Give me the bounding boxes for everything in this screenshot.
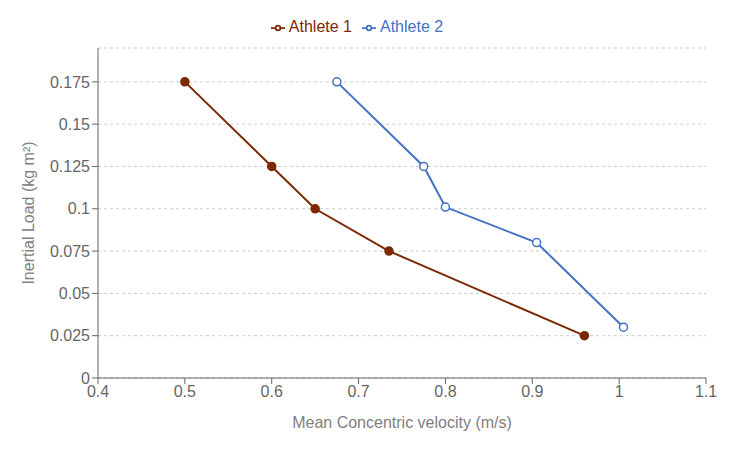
svg-text:0.5: 0.5 [174, 383, 196, 400]
html-text:Athlete 1: Athlete 1 [288, 18, 352, 35]
svg-text:0.8: 0.8 [434, 383, 456, 400]
svg-text:0.9: 0.9 [521, 383, 543, 400]
svg-text:Mean Concentric velocity (m/s): Mean Concentric velocity (m/s) [292, 414, 512, 431]
svg-text:0.025: 0.025 [50, 327, 90, 344]
svg-text:0.6: 0.6 [261, 383, 283, 400]
svg-text:Inertial Load (kg m²): Inertial Load (kg m²) [20, 141, 37, 284]
svg-text:0.075: 0.075 [50, 243, 90, 260]
svg-text:0.1: 0.1 [68, 200, 90, 217]
svg-text:0.15: 0.15 [59, 116, 90, 133]
svg-text:0.175: 0.175 [50, 74, 90, 91]
svg-text:0.125: 0.125 [50, 158, 90, 175]
svg-text:0.05: 0.05 [59, 285, 90, 302]
svg-text:0.4: 0.4 [87, 383, 109, 400]
svg-text:1.1: 1.1 [695, 383, 717, 400]
svg-text:1: 1 [615, 383, 624, 400]
svg-text:0: 0 [81, 370, 90, 387]
svg-text:0.7: 0.7 [347, 383, 369, 400]
html-text:Athlete 2: Athlete 2 [380, 18, 444, 35]
